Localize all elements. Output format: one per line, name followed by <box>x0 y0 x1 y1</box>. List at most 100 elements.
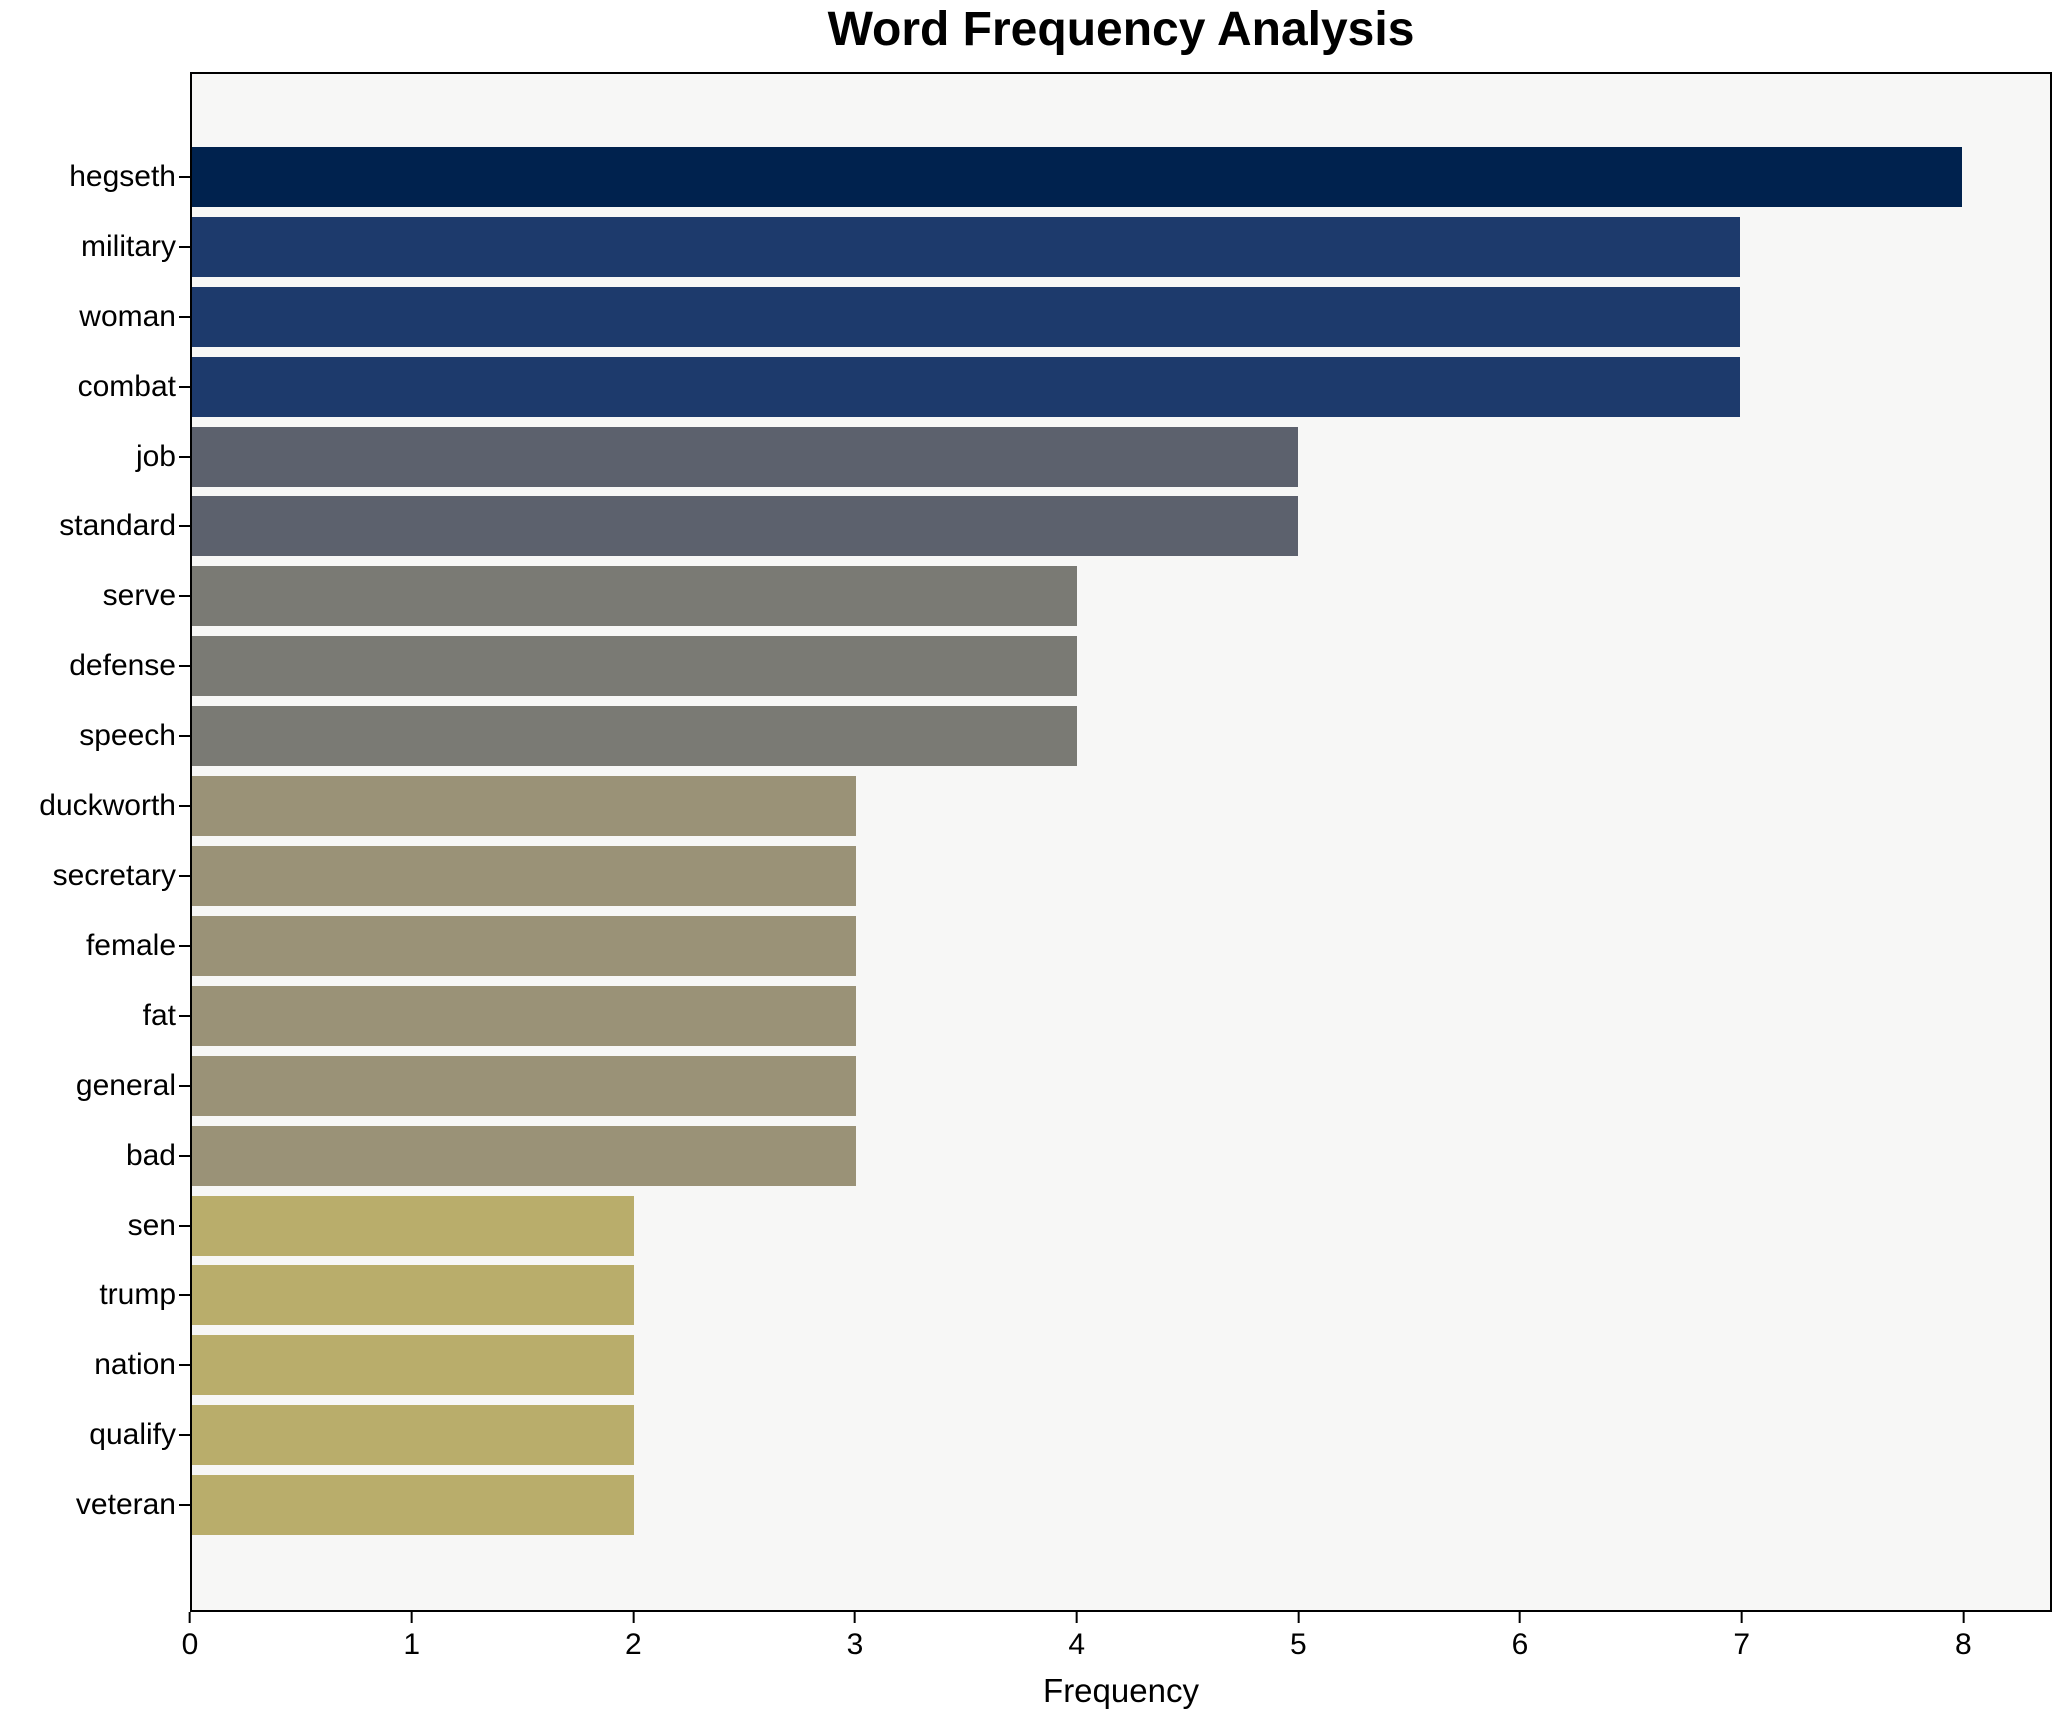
bar-serve <box>192 566 1077 627</box>
bar-standard <box>192 496 1298 557</box>
bar-row: fat <box>143 981 2050 1051</box>
y-tick-mark <box>179 175 190 178</box>
bar-row: woman <box>79 282 2050 352</box>
bar-row: female <box>86 911 2050 981</box>
category-label-nation: nation <box>94 1348 176 1382</box>
x-tick-mark <box>410 1612 413 1623</box>
category-label-speech: speech <box>79 719 176 753</box>
x-tick-0: 0 <box>181 1612 199 1662</box>
bar-row: bad <box>126 1121 2050 1191</box>
bar-bad <box>192 1125 856 1186</box>
bar-sen <box>192 1195 635 1256</box>
bar-duckworth <box>192 776 856 837</box>
x-tick-5: 5 <box>1290 1612 1307 1662</box>
chart-title: Word Frequency Analysis <box>827 3 1415 56</box>
bar-woman <box>192 286 1741 347</box>
bar-secretary <box>192 846 856 907</box>
bar-hegseth <box>192 146 1962 207</box>
bar-general <box>192 1055 856 1116</box>
x-tick-label: 6 <box>1511 1628 1529 1661</box>
x-tick-mark <box>1297 1612 1300 1623</box>
category-label-duckworth: duckworth <box>39 789 176 823</box>
x-tick-6: 6 <box>1511 1612 1529 1662</box>
x-tick-4: 4 <box>1068 1612 1085 1662</box>
x-tick-mark <box>854 1612 856 1623</box>
category-label-qualify: qualify <box>89 1418 176 1452</box>
category-label-female: female <box>85 928 176 962</box>
bar-military <box>192 216 1741 277</box>
y-tick-mark <box>179 1014 190 1017</box>
category-label-veteran: veteran <box>75 1488 176 1522</box>
bars-area: hegseth military woman combat job standard ser… <box>39 142 2050 1540</box>
bar-row: trump <box>99 1261 2050 1331</box>
bar-nation <box>192 1335 635 1396</box>
category-label-woman: woman <box>79 299 176 333</box>
y-tick-mark <box>179 1434 190 1437</box>
x-tick-7: 7 <box>1733 1612 1750 1662</box>
x-tick-mark <box>1740 1612 1743 1623</box>
x-tick-8: 8 <box>1955 1612 1972 1662</box>
bar-row: qualify <box>89 1400 2050 1470</box>
x-tick-label: 1 <box>403 1628 420 1661</box>
bar-trump <box>192 1265 635 1326</box>
bar-fat <box>192 985 856 1046</box>
y-tick-mark <box>179 944 190 947</box>
bar-job <box>192 426 1298 487</box>
category-label-military: military <box>81 229 176 263</box>
x-tick-mark <box>632 1612 635 1623</box>
category-label-combat: combat <box>77 369 176 403</box>
category-label-hegseth: hegseth <box>69 159 176 193</box>
y-tick-mark <box>179 595 190 598</box>
category-label-job: job <box>135 439 176 473</box>
x-tick-3: 3 <box>846 1612 864 1662</box>
x-tick-mark <box>1519 1612 1521 1623</box>
y-tick-mark <box>179 455 190 458</box>
bar-row: nation <box>94 1330 2050 1400</box>
category-label-sen: sen <box>127 1208 176 1242</box>
category-label-trump: trump <box>99 1278 176 1312</box>
bar-row: general <box>76 1051 2050 1121</box>
bar-defense <box>192 636 1077 697</box>
y-tick-mark <box>179 1504 190 1507</box>
bar-female <box>192 915 856 976</box>
y-tick-mark <box>179 875 190 878</box>
bar-combat <box>192 356 1741 417</box>
y-tick-mark <box>179 1364 190 1367</box>
bar-row: defense <box>69 631 2050 701</box>
category-label-standard: standard <box>59 509 176 543</box>
category-label-bad: bad <box>125 1138 176 1172</box>
bar-row: hegseth <box>69 142 2050 212</box>
category-label-fat: fat <box>142 998 176 1032</box>
x-tick-label: 7 <box>1733 1628 1750 1661</box>
y-tick-mark <box>179 385 190 388</box>
bar-speech <box>192 706 1077 767</box>
y-tick-mark <box>179 525 190 528</box>
bar-row: speech <box>79 701 2050 771</box>
x-tick-label: 0 <box>181 1628 199 1661</box>
bar-row: secretary <box>53 841 2050 911</box>
y-tick-mark <box>179 1224 190 1227</box>
category-label-general: general <box>75 1068 176 1102</box>
bar-row: duckworth <box>39 771 2050 841</box>
bar-row: military <box>81 212 2050 282</box>
category-label-serve: serve <box>102 579 176 613</box>
x-tick-label: 8 <box>1954 1628 1972 1661</box>
bar-row: serve <box>103 561 2050 631</box>
bar-row: veteran <box>76 1470 2050 1540</box>
bar-qualify <box>192 1405 635 1466</box>
x-tick-label: 5 <box>1289 1628 1307 1661</box>
y-tick-mark <box>179 1294 190 1297</box>
category-label-secretary: secretary <box>52 859 176 893</box>
plot-area: hegseth military woman combat job standard ser… <box>39 72 2052 1612</box>
bar-row: combat <box>78 352 2050 422</box>
x-tick-mark <box>1962 1612 1965 1623</box>
bar-veteran <box>192 1475 635 1536</box>
x-tick-label: 2 <box>624 1628 642 1661</box>
x-tick-label: 3 <box>846 1628 864 1661</box>
y-tick-mark <box>179 805 190 808</box>
bar-row: job <box>136 422 2050 492</box>
bar-row: sen <box>128 1191 2050 1261</box>
x-axis-ticks: 0 1 2 3 4 5 6 7 8 <box>182 1612 2052 1676</box>
y-tick-mark <box>179 315 190 318</box>
